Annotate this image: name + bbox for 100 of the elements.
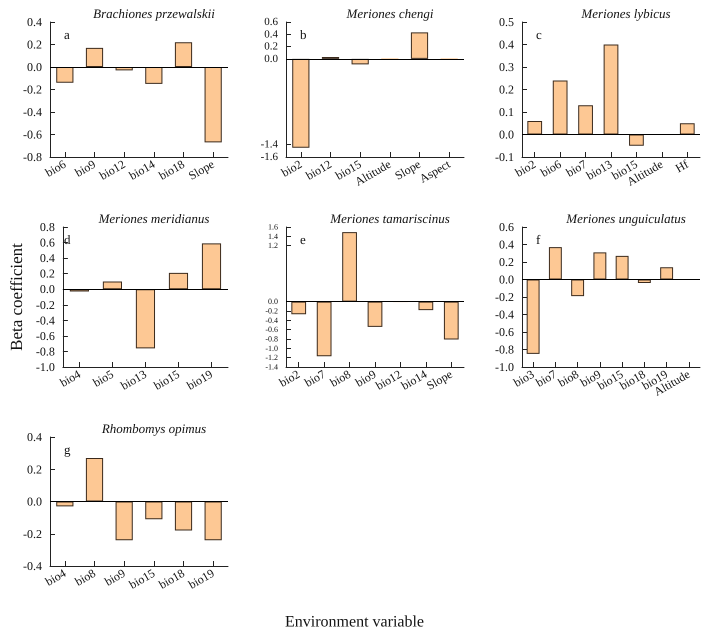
y-tick-label: -0.6 [23, 128, 42, 142]
x-tick-label: bio9 [102, 566, 128, 589]
y-tick-label: -0.8 [23, 150, 42, 164]
x-tick-label: bio2 [278, 156, 304, 180]
y-tick-label: -1.4 [260, 138, 278, 151]
annotation: g [64, 442, 71, 457]
x-tick-label: bio7 [533, 366, 559, 390]
bar [136, 289, 156, 348]
x-tick-label: bio18 [156, 156, 187, 183]
y-tick-label: 0.4 [40, 251, 55, 266]
bar [292, 58, 310, 148]
bar [552, 80, 568, 134]
y-tick-label: 0.4 [27, 15, 42, 29]
y-tick-label: -0.4 [36, 313, 55, 328]
y-tick-label: 0.4 [499, 238, 514, 252]
annotation: f [536, 232, 541, 247]
bar [204, 67, 222, 142]
chart-title: Rhombomys opimus [100, 421, 206, 436]
bar [410, 32, 428, 59]
y-tick-label: -0.2 [23, 82, 42, 96]
y-tick-label: -1.2 [265, 353, 278, 362]
y-tick-label: 0.4 [499, 38, 514, 52]
y-tick-label: -0.2 [23, 526, 42, 541]
x-tick-label: bio12 [97, 156, 128, 183]
y-tick-label: 0.3 [499, 60, 514, 74]
y-tick-label: -0.4 [23, 559, 42, 573]
bar [202, 243, 222, 290]
y-tick-label: -0.1 [495, 150, 514, 164]
y-tick-label: 0.0 [268, 297, 278, 306]
bar [102, 281, 122, 290]
bar [174, 42, 192, 67]
x-tick-label: bio19 [184, 366, 215, 393]
x-tick-label: bio14 [126, 156, 158, 183]
y-tick-label: 0.0 [499, 128, 514, 142]
y-tick-label: -1.0 [265, 344, 278, 353]
y-tick-label: -1.0 [495, 360, 514, 374]
x-tick-label: bio4 [42, 566, 68, 589]
x-tick-label: bio18 [156, 566, 187, 592]
bar [593, 252, 606, 280]
bar [527, 121, 542, 134]
y-tick-label: 1.2 [268, 241, 278, 250]
y-tick-label: 0.2 [40, 266, 55, 281]
x-tick-label: bio15 [151, 366, 182, 393]
y-tick-label: -0.6 [36, 328, 55, 343]
bar [660, 267, 674, 280]
bar [168, 272, 188, 290]
y-tick-label: 0.0 [264, 52, 278, 65]
y-tick-label: 0.0 [27, 60, 42, 74]
annotation: e [300, 232, 306, 247]
x-tick-label: bio2 [512, 156, 538, 180]
x-axis-title: Environment variable [284, 614, 424, 630]
y-tick-label: -1.6 [260, 151, 278, 163]
y-tick-label: 1.4 [268, 232, 278, 241]
bar [604, 44, 618, 134]
y-tick-label: 0.4 [27, 430, 42, 444]
y-tick-label: 0.2 [499, 82, 514, 96]
x-tick-label: bio13 [118, 366, 149, 393]
y-tick-label: -0.8 [265, 334, 278, 344]
chart-title: Meriones unguiculatus [565, 211, 686, 226]
bar [578, 105, 593, 134]
x-tick-label: bio9 [72, 156, 98, 180]
annotation: b [300, 27, 306, 42]
annotation: a [64, 27, 70, 42]
y-tick-label: 0.2 [499, 255, 514, 269]
y-tick-label: 0.2 [27, 38, 42, 52]
chart-title: Meriones lybicus [580, 6, 671, 21]
x-tick-label: bio8 [72, 566, 98, 589]
y-tick-label: -0.8 [36, 344, 55, 358]
y-tick-label: 0.6 [40, 236, 55, 250]
chart-title: Meriones tamariscinus [329, 211, 450, 226]
x-tick-label: bio4 [57, 366, 83, 390]
x-tick-label: Slope [186, 156, 217, 183]
y-tick-label: 0.6 [499, 220, 514, 234]
y-tick-label: 0.8 [40, 220, 55, 234]
y-tick-label: -1.4 [265, 362, 278, 372]
y-tick-label: 0.4 [264, 28, 278, 40]
bar [145, 67, 162, 84]
y-tick-label: 0.6 [264, 16, 278, 28]
y-tick-label: -0.2 [495, 290, 514, 304]
x-tick-label: Slope [392, 156, 423, 183]
chart-title: Meriones meridianus [98, 211, 210, 226]
bar [616, 256, 629, 280]
x-tick-label: bio5 [90, 366, 116, 390]
y-tick-label: 0.2 [27, 462, 42, 476]
bar [629, 134, 644, 146]
y-tick-label: -0.2 [265, 306, 278, 316]
chart-title: Brachiones przewalskii [93, 6, 216, 21]
y-tick-label: -0.6 [265, 325, 278, 334]
x-tick-label: bio19 [186, 566, 217, 592]
y-tick-label: -0.8 [495, 342, 514, 356]
y-tick-label: -1.0 [36, 360, 55, 374]
bar [526, 280, 540, 354]
x-tick-label: bio6 [42, 156, 68, 180]
y-tick-label: -0.6 [495, 325, 514, 339]
x-tick-label: bio6 [538, 156, 564, 180]
y-tick-label: 0.1 [499, 105, 514, 119]
y-tick-label: -0.2 [36, 298, 55, 312]
x-tick-label: bio12 [303, 156, 334, 183]
x-tick-label: Hf [672, 156, 691, 176]
y-tick-label: -0.4 [23, 105, 42, 119]
